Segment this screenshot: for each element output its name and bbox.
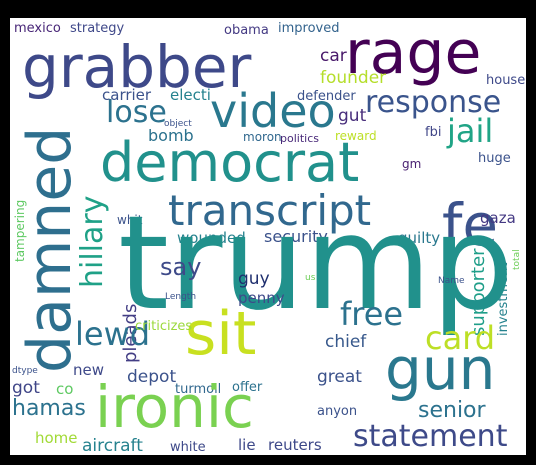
- word-gaza: gaza: [480, 209, 516, 227]
- word-strategy: strategy: [70, 21, 125, 36]
- word-rage: rage: [345, 18, 482, 88]
- word-car: car: [320, 46, 347, 66]
- word-transcript: transcript: [168, 186, 372, 235]
- word-electi: electi: [170, 86, 211, 104]
- word-response: response: [365, 85, 502, 120]
- word-card: card: [425, 319, 496, 357]
- word-carrier: carrier: [102, 86, 152, 104]
- word-us: us: [305, 273, 316, 283]
- word-security: security: [264, 227, 328, 246]
- word-fbi: fbi: [425, 125, 442, 140]
- word-politics: politics: [280, 132, 319, 145]
- word-white: white: [170, 440, 206, 455]
- word-object: object: [164, 119, 192, 129]
- word-guilty: guilty: [398, 229, 441, 247]
- word-lose: lose: [106, 95, 167, 130]
- word-guy: guy: [238, 269, 270, 289]
- word-lewd: lewd: [75, 315, 151, 353]
- word-statement: statement: [353, 419, 508, 454]
- word-video: video: [210, 84, 336, 138]
- word-name: Name: [438, 276, 465, 286]
- word-hillary: hillary: [75, 195, 110, 289]
- word-ironic: ironic: [95, 373, 254, 441]
- word-jail: jail: [447, 112, 494, 150]
- word-anyon: anyon: [317, 404, 358, 419]
- word-house: house: [486, 73, 526, 88]
- word-lie: lie: [238, 436, 256, 454]
- word-co: co: [56, 380, 74, 398]
- word-home: home: [35, 429, 78, 447]
- word-say: say: [160, 253, 202, 281]
- word-defender: defender: [297, 89, 356, 104]
- word-new: new: [73, 361, 105, 379]
- word-bomb: bomb: [148, 126, 194, 145]
- word-grabber: grabber: [22, 33, 252, 101]
- word-got: got: [12, 378, 40, 398]
- word-trump: trump: [118, 187, 514, 339]
- word-reuters: reuters: [268, 436, 322, 454]
- word-length: Length: [165, 292, 197, 302]
- word-reward: reward: [335, 129, 377, 143]
- word-turmoil: turmoil: [175, 382, 222, 397]
- word-democrat: democrat: [100, 131, 360, 194]
- word-gm: gm: [402, 157, 422, 171]
- word-whit: whit: [117, 213, 143, 227]
- word-offer: offer: [232, 380, 263, 395]
- word-wounded: wounded: [177, 229, 246, 247]
- word-dtype: dtype: [12, 366, 38, 376]
- word-senior: senior: [418, 398, 486, 423]
- word-aircraft: aircraft: [82, 436, 143, 455]
- word-mexico: mexico: [14, 21, 61, 36]
- word-total: total: [512, 249, 522, 270]
- word-moron: moron: [243, 130, 282, 144]
- word-sit: sit: [185, 299, 257, 369]
- word-fe: fe: [442, 191, 499, 259]
- word-huge: huge: [478, 151, 511, 166]
- word-chief: chief: [325, 332, 367, 352]
- word-gut: gut: [338, 106, 367, 126]
- word-cloud: damned hillary pleads tampering supporte…: [10, 18, 526, 455]
- word-tampering: tampering: [13, 199, 27, 262]
- word-damned: damned: [15, 126, 85, 373]
- word-obama: obama: [224, 23, 269, 38]
- word-depot: depot: [127, 367, 177, 387]
- word-free: free: [340, 295, 404, 333]
- word-founder: founder: [320, 68, 387, 88]
- word-criticizes: criticizes: [135, 319, 193, 334]
- word-gun: gun: [385, 335, 496, 403]
- word-hamas: hamas: [12, 396, 86, 421]
- word-improved: improved: [278, 21, 340, 36]
- word-penny: penny: [238, 289, 285, 307]
- word-great: great: [317, 367, 362, 387]
